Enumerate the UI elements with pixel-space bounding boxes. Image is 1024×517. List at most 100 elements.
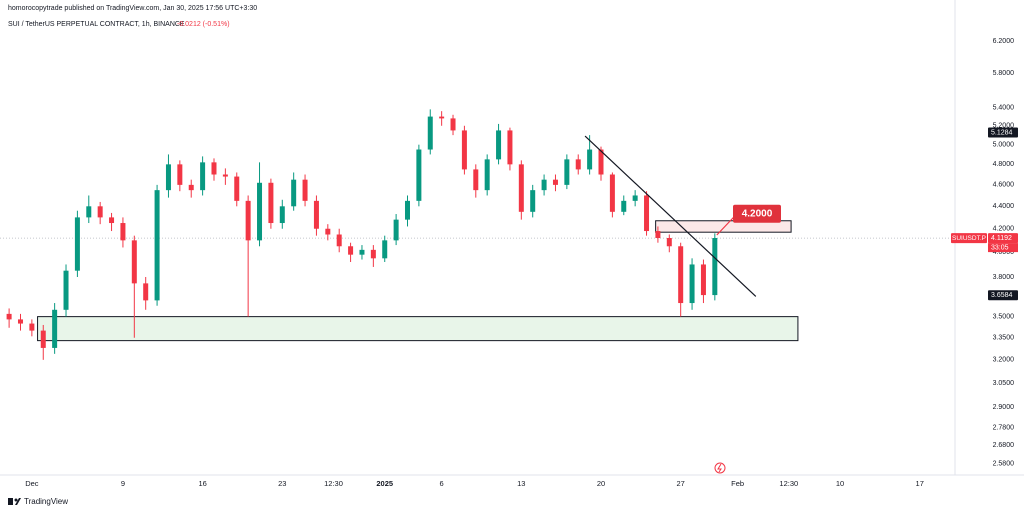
candle-body bbox=[166, 164, 171, 190]
x-tick-label: 2025 bbox=[376, 479, 393, 488]
candle-body bbox=[303, 180, 308, 201]
y-tick-label: 3.3500 bbox=[993, 335, 1015, 342]
price-tag-label: 5.1284 bbox=[991, 129, 1013, 136]
candle-body bbox=[348, 246, 353, 254]
x-tick-label: 10 bbox=[836, 479, 844, 488]
candle-body bbox=[52, 310, 57, 348]
candle-body bbox=[109, 217, 114, 223]
y-tick-label: 2.7800 bbox=[993, 425, 1015, 432]
y-tick-label: 5.8000 bbox=[993, 70, 1015, 77]
candle-body bbox=[337, 235, 342, 247]
x-tick-label: 12:30 bbox=[779, 479, 798, 488]
price-tag-label: 3.6584 bbox=[991, 292, 1013, 299]
x-tick-label: Dec bbox=[25, 479, 39, 488]
candle-body bbox=[177, 164, 182, 185]
candle-body bbox=[189, 185, 194, 190]
y-tick-label: 3.2000 bbox=[993, 357, 1015, 364]
candle-body bbox=[644, 195, 649, 231]
candle-body bbox=[18, 319, 23, 323]
brand-name: TradingView bbox=[24, 497, 68, 506]
y-tick-label: 4.8000 bbox=[993, 161, 1015, 168]
candle-body bbox=[496, 130, 501, 159]
candle-body bbox=[371, 250, 376, 258]
candle-body bbox=[473, 169, 478, 190]
candle-body bbox=[291, 180, 296, 207]
candle-body bbox=[394, 220, 399, 241]
candle-body bbox=[530, 190, 535, 212]
candle-body bbox=[667, 238, 672, 246]
candle-body bbox=[382, 240, 387, 258]
y-tick-label: 2.6800 bbox=[993, 442, 1015, 449]
candle-body bbox=[325, 229, 330, 235]
candle-body bbox=[211, 162, 216, 174]
symbol-label: SUIUSDT.P bbox=[952, 235, 986, 242]
candle-body bbox=[200, 162, 205, 190]
y-tick-label: 4.4000 bbox=[993, 203, 1015, 210]
x-tick-label: 20 bbox=[597, 479, 605, 488]
countdown-label: 33:05 bbox=[991, 244, 1009, 251]
candle-body bbox=[542, 180, 547, 190]
x-tick-label: 13 bbox=[517, 479, 525, 488]
y-tick-label: 3.0500 bbox=[993, 380, 1015, 387]
candle-body bbox=[439, 117, 444, 119]
candle-body bbox=[223, 175, 228, 177]
candle-body bbox=[507, 130, 512, 164]
candle-body bbox=[587, 150, 592, 170]
candle-body bbox=[246, 201, 251, 240]
candle-body bbox=[655, 231, 660, 238]
y-tick-label: 4.2000 bbox=[993, 226, 1015, 233]
y-tick-label: 2.9000 bbox=[993, 404, 1015, 411]
price-tag-label: 4.1192 bbox=[991, 235, 1012, 242]
candle-body bbox=[451, 118, 456, 130]
x-tick-label: Feb bbox=[731, 479, 744, 488]
candle-body bbox=[405, 201, 410, 220]
chart-title: SUI / TetherUS PERPETUAL CONTRACT, 1h, B… bbox=[8, 21, 185, 28]
candle-body bbox=[621, 201, 626, 212]
candle-body bbox=[462, 130, 467, 169]
x-tick-label: 16 bbox=[198, 479, 206, 488]
candle-body bbox=[280, 206, 285, 223]
y-tick-label: 3.5000 bbox=[993, 313, 1015, 320]
candle-body bbox=[132, 240, 137, 283]
x-tick-label: 27 bbox=[677, 479, 685, 488]
candle-body bbox=[678, 246, 683, 303]
candle-body bbox=[41, 331, 46, 348]
candle-body bbox=[29, 324, 34, 331]
candle-body bbox=[155, 190, 160, 300]
candle-body bbox=[633, 195, 638, 200]
callout-label: 4.2000 bbox=[742, 208, 773, 219]
candle-body bbox=[690, 264, 695, 303]
candle-body bbox=[701, 264, 706, 295]
candle-body bbox=[314, 201, 319, 229]
candle-body bbox=[257, 183, 262, 241]
y-tick-label: 4.6000 bbox=[993, 182, 1015, 189]
x-tick-label: 12:30 bbox=[324, 479, 343, 488]
candle-body bbox=[519, 164, 524, 211]
candle-body bbox=[576, 159, 581, 169]
candle-body bbox=[359, 250, 364, 255]
candle-body bbox=[268, 183, 273, 223]
candle-body bbox=[143, 283, 148, 300]
y-tick-label: 5.0000 bbox=[993, 142, 1015, 149]
candle-body bbox=[553, 180, 558, 185]
publisher: homorocopytrade published on TradingView… bbox=[8, 5, 257, 12]
candle-body bbox=[610, 175, 615, 212]
candle-body bbox=[416, 150, 421, 201]
y-tick-label: 5.4000 bbox=[993, 104, 1015, 111]
candle-body bbox=[98, 206, 103, 217]
x-tick-label: 6 bbox=[440, 479, 444, 488]
candle-body bbox=[234, 177, 239, 201]
candle-body bbox=[64, 271, 69, 310]
candle-body bbox=[75, 217, 80, 270]
y-tick-label: 6.2000 bbox=[993, 38, 1015, 45]
y-tick-label: 2.5800 bbox=[993, 460, 1015, 467]
price-change: -0.0212 (-0.51%) bbox=[177, 21, 230, 28]
y-tick-label: 3.8000 bbox=[993, 274, 1015, 281]
candle-body bbox=[712, 238, 717, 295]
x-tick-label: 23 bbox=[278, 479, 286, 488]
x-tick-label: 9 bbox=[121, 479, 125, 488]
x-tick-label: 17 bbox=[916, 479, 924, 488]
candle-body bbox=[7, 314, 12, 320]
